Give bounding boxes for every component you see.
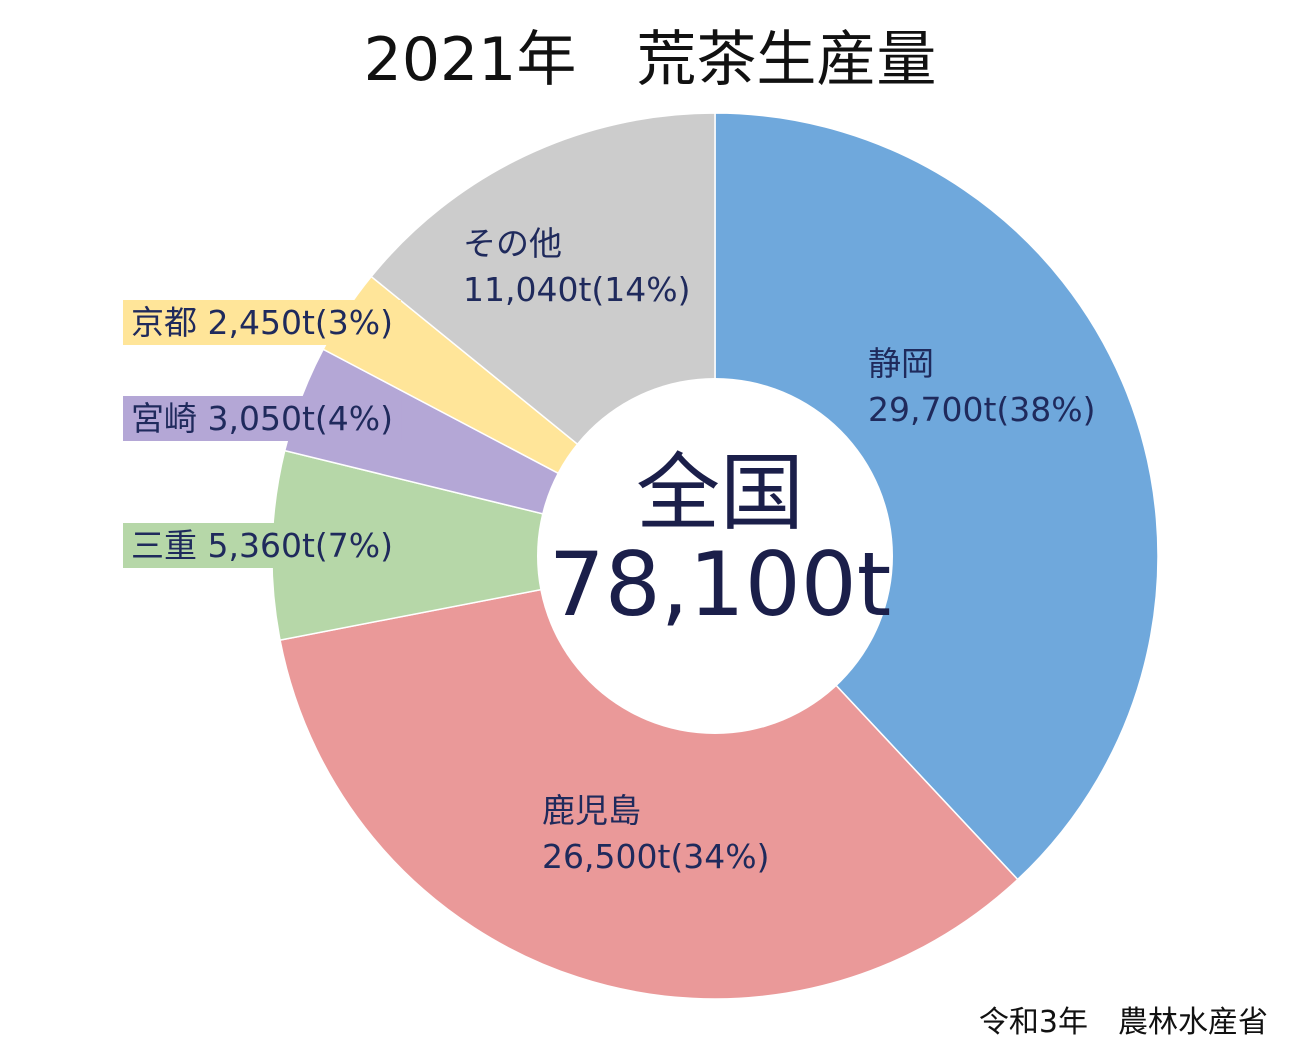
- slice-label-2: 三重 5,360t(7%): [131, 526, 393, 565]
- chart-title: 2021年 荒茶生産量: [364, 25, 937, 95]
- center-label: 全国: [636, 444, 804, 542]
- slice-name-1: 鹿児島: [542, 791, 641, 830]
- donut-hole: [537, 378, 893, 734]
- source-note: 令和3年 農林水産省: [979, 1005, 1268, 1040]
- slice-value-1: 26,500t(34%): [542, 837, 770, 876]
- slice-value-0: 29,700t(38%): [868, 390, 1096, 429]
- slice-label-3: 宮崎 3,050t(4%): [131, 399, 393, 438]
- pie-slices: [271, 112, 1159, 1000]
- slice-name-0: 静岡: [868, 344, 934, 383]
- pie-slice-0: [714, 112, 1159, 881]
- slice-label-bg-4: [123, 300, 402, 345]
- center-value: 78,100t: [549, 533, 891, 636]
- slice-value-5: 11,040t(14%): [463, 270, 691, 309]
- slice-label-bg-2: [123, 523, 402, 568]
- slice-label-bg-3: [123, 396, 402, 441]
- slice-label-4: 京都 2,450t(3%): [131, 303, 393, 342]
- slice-labels: 静岡 29,700t(38%) 鹿児島 26,500t(34%) 三重 5,360t(7…: [123, 224, 1096, 876]
- slice-name-5: その他: [463, 224, 562, 263]
- pie-slice-1: [279, 555, 1019, 1000]
